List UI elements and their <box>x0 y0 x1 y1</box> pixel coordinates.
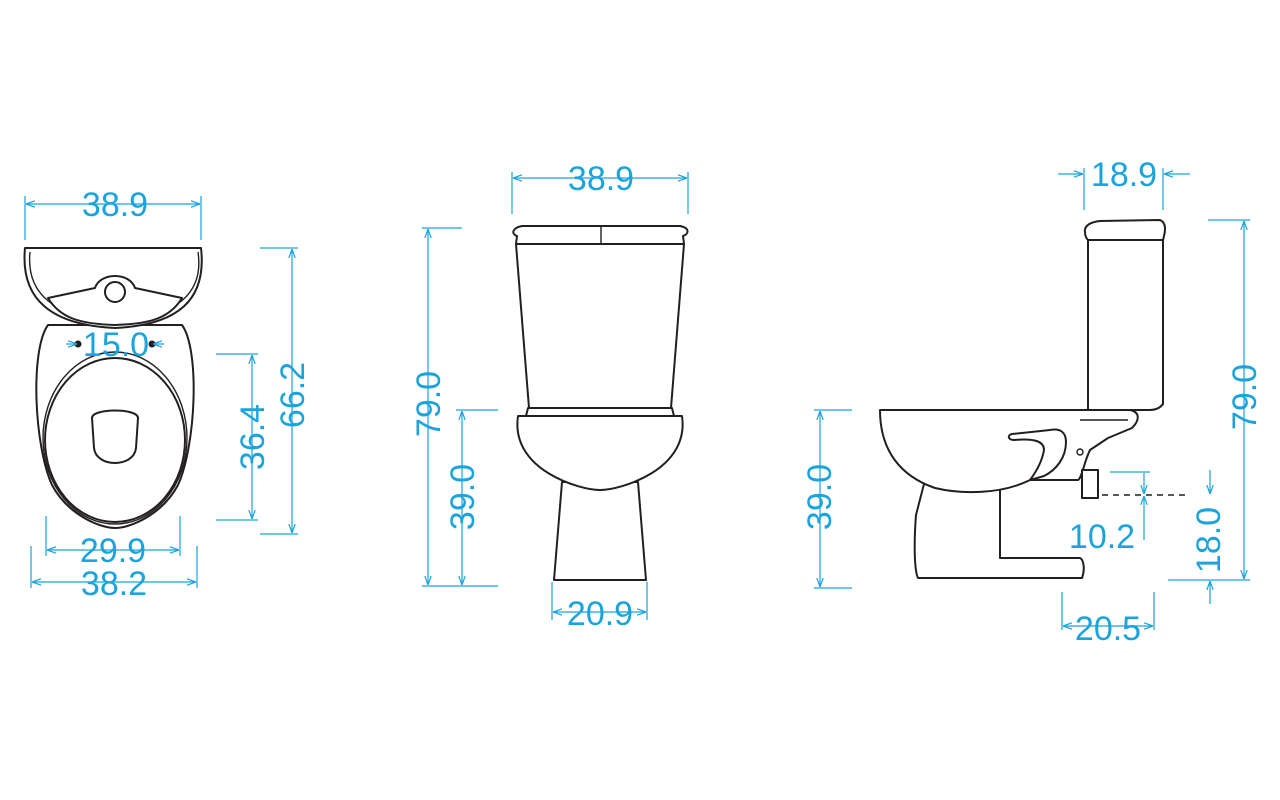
side-dimension-lines <box>814 168 1250 630</box>
top-width-label: 38.9 <box>82 186 148 224</box>
front-pedestal-width-label: 20.9 <box>567 595 633 633</box>
side-view-outline <box>879 219 1166 579</box>
top-view: 38.9 15.0 66.2 36.4 29.9 38.2 <box>23 186 312 603</box>
front-view: 38.9 79.0 39.0 20.9 <box>410 160 689 633</box>
top-base-width-label: 38.2 <box>81 565 147 603</box>
side-outlet-height-label: 18.0 <box>1190 507 1228 573</box>
top-fixing-centres-label: 15.0 <box>83 326 149 364</box>
side-overall-height-label: 79.0 <box>1226 364 1264 430</box>
top-depth-to-tank-label: 36.4 <box>234 404 272 470</box>
side-outlet-setback-label: 20.5 <box>1075 610 1141 648</box>
top-overall-depth-label: 66.2 <box>274 362 312 428</box>
top-seat-width-label: 29.9 <box>80 532 146 570</box>
side-seat-height-label: 39.0 <box>801 464 839 530</box>
front-dimension-lines <box>422 172 689 620</box>
side-view: 18.9 79.0 39.0 10.2 18.0 20.5 <box>801 156 1264 648</box>
side-tank-depth-label: 18.9 <box>1091 156 1157 194</box>
front-width-label: 38.9 <box>568 160 634 198</box>
top-dimension-lines <box>24 196 298 588</box>
front-seat-height-label: 39.0 <box>444 464 482 530</box>
side-outlet-offset-label: 10.2 <box>1069 518 1135 556</box>
front-view-outline <box>512 225 689 581</box>
top-view-outline <box>23 247 203 529</box>
front-overall-height-label: 79.0 <box>410 371 448 437</box>
